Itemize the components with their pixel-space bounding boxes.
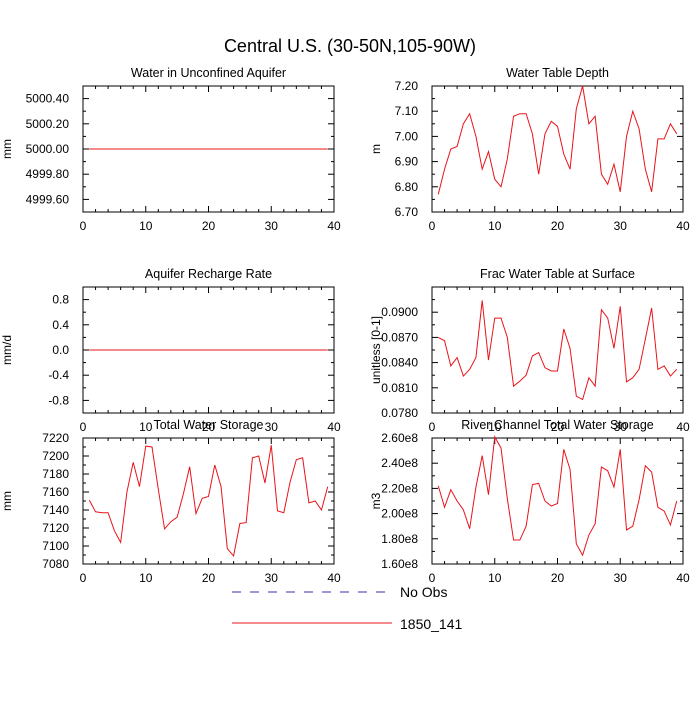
y-axis-label: m3	[369, 492, 383, 509]
y-tick-label: 0.8	[52, 293, 69, 307]
y-tick-label: 7.20	[395, 79, 419, 93]
y-axis-label: mm	[0, 139, 14, 159]
x-tick-label: 0	[80, 571, 87, 585]
figure-title: Central U.S. (30-50N,105-90W)	[224, 36, 476, 56]
x-tick-label: 40	[676, 571, 690, 585]
y-tick-label: 7140	[42, 503, 69, 517]
panel-title: Aquifer Recharge Rate	[145, 267, 272, 281]
y-axis-label: m	[369, 144, 383, 154]
x-tick-label: 30	[614, 219, 628, 233]
x-tick-label: 30	[614, 420, 628, 434]
x-tick-label: 20	[551, 219, 565, 233]
x-tick-label: 20	[202, 420, 216, 434]
panel-title: Frac Water Table at Surface	[480, 267, 635, 281]
y-tick-label: 0.0900	[381, 305, 418, 319]
series-line-1850-141	[88, 445, 329, 558]
legend: No Obs 1850_141	[232, 584, 463, 632]
y-tick-label: 7220	[42, 431, 69, 445]
y-tick-label: 4999.60	[26, 192, 70, 206]
series-line-1850-141	[438, 300, 678, 401]
x-tick-label: 30	[265, 571, 279, 585]
x-tick-label: 0	[80, 219, 87, 233]
y-axis-label: unitless [0-1]	[369, 316, 383, 384]
x-tick-label: 40	[327, 571, 341, 585]
panel-frame	[82, 437, 335, 565]
x-tick-label: 40	[676, 420, 690, 434]
y-tick-label: 0.0780	[381, 406, 418, 420]
y-tick-label: 7100	[42, 539, 69, 553]
panel-title: Water Table Depth	[506, 66, 609, 80]
x-tick-label: 10	[488, 219, 502, 233]
x-tick-label: 20	[202, 219, 216, 233]
x-tick-label: 10	[488, 571, 502, 585]
y-tick-label: 0.0840	[381, 356, 418, 370]
y-tick-label: 2.00e8	[381, 507, 418, 521]
x-tick-label: 20	[551, 420, 565, 434]
panel-title: River Channel Total Water Storage	[461, 418, 654, 432]
y-tick-label: 6.80	[395, 180, 419, 194]
y-tick-label: 6.70	[395, 205, 419, 219]
x-tick-label: 40	[676, 219, 690, 233]
legend-label-no-obs: No Obs	[400, 584, 447, 600]
x-tick-label: 30	[265, 420, 279, 434]
y-axis-label: mm	[0, 491, 14, 511]
y-tick-label: 6.90	[395, 155, 419, 169]
y-tick-label: 2.60e8	[381, 431, 418, 445]
y-tick-label: 1.80e8	[381, 532, 418, 546]
y-tick-label: 4999.80	[26, 167, 70, 181]
y-tick-label: 7.00	[395, 129, 419, 143]
x-tick-label: 40	[327, 420, 341, 434]
panel-5: Total Water Storage mm 0 10 20 30 40 7080 7100 71…	[0, 418, 341, 585]
x-tick-label: 20	[202, 571, 216, 585]
y-tick-label: 2.40e8	[381, 456, 418, 470]
y-tick-label: 7180	[42, 467, 69, 481]
y-tick-label: 0.0870	[381, 330, 418, 344]
x-tick-label: 0	[429, 420, 436, 434]
panel-6: River Channel Total Water Storage m3 0 10 20…	[369, 418, 690, 585]
panel-1: Water in Unconfined Aquifer mm 0 10 20 30 40 49…	[0, 66, 341, 233]
y-tick-label: 0.4	[52, 318, 69, 332]
x-tick-label: 10	[139, 219, 153, 233]
panel-3: Aquifer Recharge Rate mm/d 0 10 20 30 40 -0.8 -0…	[0, 267, 341, 434]
y-tick-label: 2.20e8	[381, 481, 418, 495]
x-tick-label: 30	[265, 219, 279, 233]
y-tick-label: 5000.20	[26, 117, 70, 131]
y-axis-label: mm/d	[0, 335, 14, 365]
x-tick-label: 40	[327, 219, 341, 233]
y-tick-label: 0.0	[52, 343, 69, 357]
panel-frame	[431, 286, 684, 414]
panel-title: Total Water Storage	[153, 418, 263, 432]
x-tick-label: 10	[488, 420, 502, 434]
y-tick-label: 7120	[42, 521, 69, 535]
x-tick-label: 30	[614, 571, 628, 585]
y-tick-label: 7.10	[395, 104, 419, 118]
x-tick-label: 10	[139, 420, 153, 434]
x-tick-label: 10	[139, 571, 153, 585]
series-line-1850-141	[437, 85, 678, 195]
y-tick-label: 7200	[42, 449, 69, 463]
x-tick-label: 20	[551, 571, 565, 585]
y-tick-label: 1.60e8	[381, 557, 418, 571]
panel-frame	[431, 85, 684, 213]
panel-4: Frac Water Table at Surface unitless [0-1…	[369, 267, 690, 434]
x-tick-label: 0	[429, 219, 436, 233]
y-tick-label: 7080	[42, 557, 69, 571]
panels: Water in Unconfined Aquifer mm 0 10 20 30 40 49…	[0, 66, 690, 585]
y-tick-label: -0.4	[48, 368, 69, 382]
x-tick-label: 0	[80, 420, 87, 434]
panel-title: Water in Unconfined Aquifer	[131, 66, 286, 80]
y-tick-label: 0.0810	[381, 381, 418, 395]
series-line-1850-141	[437, 435, 678, 557]
y-tick-label: 7160	[42, 485, 69, 499]
y-tick-label: -0.8	[48, 393, 69, 407]
x-tick-label: 0	[429, 571, 436, 585]
legend-label-1850-141: 1850_141	[400, 616, 463, 632]
y-tick-label: 5000.40	[26, 92, 70, 106]
panel-2: Water Table Depth m 0 10 20 30 40 6.70 6.80 6.90 7…	[369, 66, 690, 233]
y-tick-label: 5000.00	[26, 142, 70, 156]
